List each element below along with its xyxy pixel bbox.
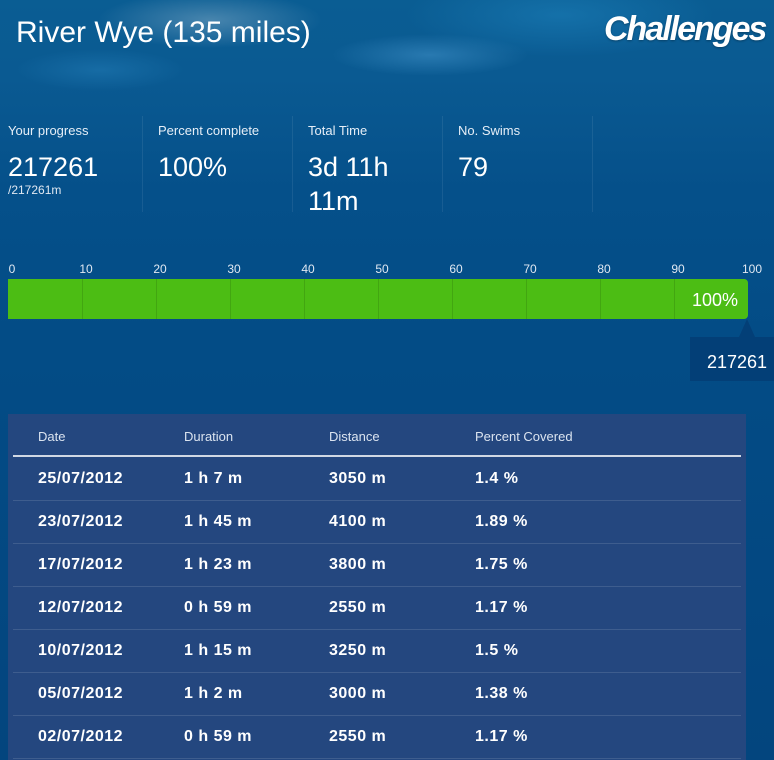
stats-panel: Your progress 217261 /217261m Percent co… xyxy=(0,116,774,226)
scale-tick-label: 70 xyxy=(523,262,537,276)
cell-date: 10/07/2012 xyxy=(38,642,124,659)
cell-duration: 1 h 23 m xyxy=(184,556,253,573)
stat-label: No. Swims xyxy=(458,123,521,138)
header-divider xyxy=(13,455,741,457)
cell-date: 25/07/2012 xyxy=(38,470,124,487)
cell-duration: 0 h 59 m xyxy=(184,728,253,745)
progress-gridline xyxy=(600,279,601,319)
stat-sub: /217261m xyxy=(8,183,62,197)
cell-distance: 3800 m xyxy=(329,556,387,573)
scale-tick-label: 0 xyxy=(8,262,16,276)
cell-date: 17/07/2012 xyxy=(38,556,124,573)
progress-percent-label: 100% xyxy=(692,290,739,310)
cell-percent: 1.4 % xyxy=(475,470,519,487)
col-date-header[interactable]: Date xyxy=(38,429,66,444)
table-row[interactable]: 25/07/2012 1 h 7 m 3050 m 1.4 % xyxy=(13,457,741,501)
progress-gridline xyxy=(82,279,83,319)
stat-progress: Your progress 217261 /217261m xyxy=(0,116,142,216)
challenges-logo[interactable]: Challenges xyxy=(604,10,767,48)
cell-duration: 0 h 59 m xyxy=(184,599,253,616)
cell-percent: 1.17 % xyxy=(475,728,528,745)
cell-percent: 1.5 % xyxy=(475,642,519,659)
progress-scale: 0 10 20 30 40 50 60 70 80 90 100 xyxy=(0,262,774,278)
cell-date: 05/07/2012 xyxy=(38,685,124,702)
scale-tick-label: 90 xyxy=(671,262,685,276)
divider xyxy=(442,116,443,212)
cell-duration: 1 h 45 m xyxy=(184,513,253,530)
cell-duration: 1 h 15 m xyxy=(184,642,253,659)
divider xyxy=(592,116,593,212)
cell-percent: 1.75 % xyxy=(475,556,528,573)
marker-arrow-icon xyxy=(739,319,755,337)
cell-date: 23/07/2012 xyxy=(38,513,124,530)
swims-table: Date Duration Distance Percent Covered 2… xyxy=(8,414,746,760)
progress-gridline xyxy=(526,279,527,319)
progress-gridline xyxy=(452,279,453,319)
stat-value: 217261 xyxy=(8,152,99,182)
table-row[interactable]: 05/07/2012 1 h 2 m 3000 m 1.38 % xyxy=(13,672,741,716)
table-row[interactable]: 10/07/2012 1 h 15 m 3250 m 1.5 % xyxy=(13,629,741,673)
scale-tick-label: 60 xyxy=(449,262,463,276)
scale-tick-label: 80 xyxy=(597,262,611,276)
stat-percent: Percent complete 100% xyxy=(150,116,292,216)
scale-tick-label: 40 xyxy=(301,262,315,276)
col-distance-header[interactable]: Distance xyxy=(329,429,380,444)
table-row[interactable]: 02/07/2012 0 h 59 m 2550 m 1.17 % xyxy=(13,715,741,759)
stat-value: 79 xyxy=(458,152,489,182)
progress-gridline xyxy=(378,279,379,319)
stat-label: Total Time xyxy=(308,123,368,138)
progress-fill xyxy=(8,279,748,319)
table-row[interactable]: 12/07/2012 0 h 59 m 2550 m 1.17 % xyxy=(13,586,741,630)
page-title: River Wye (135 miles) xyxy=(16,16,311,49)
cell-duration: 1 h 2 m xyxy=(184,685,243,702)
scale-tick-label: 50 xyxy=(375,262,389,276)
cell-distance: 3050 m xyxy=(329,470,387,487)
cell-date: 02/07/2012 xyxy=(38,728,124,745)
cell-distance: 2550 m xyxy=(329,728,387,745)
cell-percent: 1.89 % xyxy=(475,513,528,530)
cell-distance: 4100 m xyxy=(329,513,387,530)
progress-gridline xyxy=(674,279,675,319)
cell-percent: 1.38 % xyxy=(475,685,528,702)
progress-gridline xyxy=(230,279,231,319)
cell-percent: 1.17 % xyxy=(475,599,528,616)
stat-total-time: Total Time 3d 11h 11m xyxy=(300,116,442,216)
cell-distance: 3250 m xyxy=(329,642,387,659)
scale-tick-label: 20 xyxy=(153,262,167,276)
stat-value-line2: 11m xyxy=(308,186,359,216)
progress-gridline xyxy=(304,279,305,319)
cell-date: 12/07/2012 xyxy=(38,599,124,616)
progress-gridline xyxy=(156,279,157,319)
col-percent-header[interactable]: Percent Covered xyxy=(475,429,573,444)
table-row[interactable]: 17/07/2012 1 h 23 m 3800 m 1.75 % xyxy=(13,543,741,587)
table-header: Date Duration Distance Percent Covered xyxy=(8,414,746,454)
col-duration-header[interactable]: Duration xyxy=(184,429,234,444)
stat-value: 100% xyxy=(158,152,228,182)
stat-value-line1: 3d 11h xyxy=(308,152,389,182)
stat-swims: No. Swims 79 xyxy=(450,116,592,216)
stat-label: Your progress xyxy=(8,123,89,138)
scale-tick-label: 30 xyxy=(227,262,241,276)
scale-tick-label: 100 xyxy=(741,262,763,276)
cell-duration: 1 h 7 m xyxy=(184,470,243,487)
cell-distance: 2550 m xyxy=(329,599,387,616)
progress-marker: 217261 xyxy=(690,337,774,381)
divider xyxy=(142,116,143,212)
stat-label: Percent complete xyxy=(158,123,260,138)
marker-label: 217261 xyxy=(707,352,768,372)
water-banner xyxy=(0,0,774,110)
divider xyxy=(292,116,293,212)
cell-distance: 3000 m xyxy=(329,685,387,702)
stat-value: 3d 11h 11m xyxy=(308,150,389,218)
table-row[interactable]: 23/07/2012 1 h 45 m 4100 m 1.89 % xyxy=(13,500,741,544)
scale-tick-label: 10 xyxy=(79,262,93,276)
